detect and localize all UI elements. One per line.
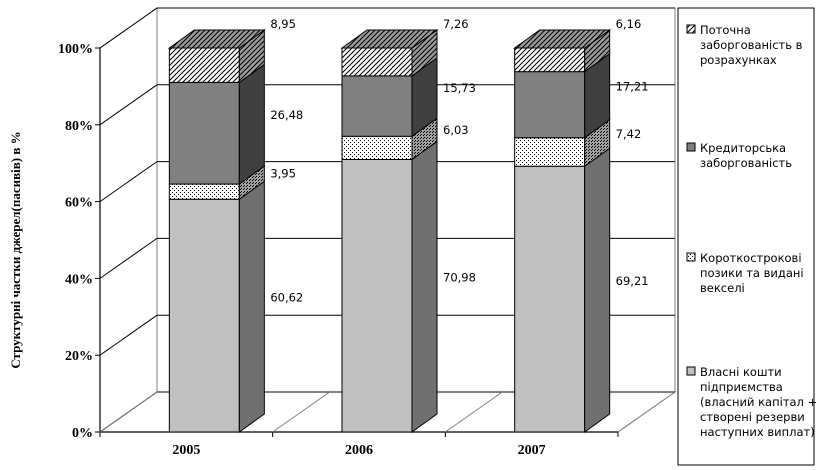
legend-swatch — [686, 366, 696, 376]
bar-segment — [168, 183, 240, 200]
legend-label: заборгованість в — [700, 38, 803, 52]
data-label: 17,21 — [616, 80, 649, 94]
data-label: 60,62 — [270, 291, 303, 305]
bar-segment — [514, 165, 586, 433]
y-tick-label: 80% — [65, 119, 93, 134]
floor-divider — [99, 391, 158, 433]
y-tick-label: 0% — [72, 426, 93, 441]
legend-swatch — [686, 142, 696, 152]
side-wall — [99, 7, 158, 433]
bar-segment — [168, 47, 240, 83]
legend-box — [677, 7, 815, 466]
floor-divider — [617, 391, 676, 433]
y-axis-label: Структурні частки джерел(пасивів) в % — [8, 131, 23, 368]
data-label: 6,03 — [443, 123, 469, 137]
legend-swatch — [686, 24, 696, 34]
bar-segment — [168, 81, 240, 185]
legend-label: розрахунках — [700, 53, 777, 67]
data-label: 69,21 — [616, 274, 649, 288]
data-label: 15,73 — [443, 81, 476, 95]
gridline-side — [99, 161, 158, 203]
bar-segment-side — [411, 140, 438, 433]
legend-label: підприємства — [700, 380, 783, 394]
floor-divider — [445, 391, 503, 433]
y-tick-label: 100% — [58, 42, 93, 57]
gridline-side — [99, 314, 158, 356]
bar-top — [340, 29, 439, 49]
legend-label: Поточна — [700, 23, 751, 37]
bar-segment — [341, 47, 413, 77]
legend-label: (власний капітал + — [700, 395, 817, 409]
x-tick-label: 2005 — [172, 443, 200, 458]
data-label: 7,26 — [443, 17, 469, 31]
bar-segment — [514, 137, 586, 167]
bar-segment — [514, 71, 586, 139]
bar-segment — [341, 135, 413, 160]
legend-label: Короткострокові — [700, 251, 802, 265]
legend-label: Власні кошти — [700, 365, 782, 379]
x-tick-label: 2007 — [518, 443, 546, 458]
y-tick-label: 40% — [65, 272, 93, 287]
gridline-side — [99, 237, 158, 279]
data-label: 8,95 — [270, 17, 296, 31]
bar-top — [167, 29, 266, 49]
legend-label: позики та видані — [700, 266, 804, 280]
data-label: 26,48 — [270, 108, 303, 122]
data-labels: 60,62 3,95 26,48 8,95 70,98 6,03 15,73 7,26 69,2… — [270, 17, 648, 305]
bar-segment-side — [238, 63, 265, 186]
legend-label: Кредиторська — [700, 141, 786, 155]
legend-swatch — [686, 252, 696, 262]
data-label: 7,42 — [616, 127, 642, 141]
data-label: 6,16 — [616, 17, 642, 31]
legend-label: наступних виплат) — [700, 425, 815, 439]
bar-top — [513, 29, 612, 49]
data-label: 3,95 — [270, 167, 296, 181]
gridline-side — [99, 84, 158, 126]
legend-label: векселі — [700, 281, 745, 295]
floor-divider — [272, 391, 330, 433]
bar-segment — [168, 198, 240, 433]
bar-segment — [514, 47, 586, 73]
bar-segment-side — [584, 147, 611, 433]
bar-segment-side — [238, 180, 265, 433]
y-tick-label: 60% — [65, 196, 93, 211]
data-label: 70,98 — [443, 271, 476, 285]
y-tick-label: 20% — [65, 349, 93, 364]
legend-label: створені резерви — [700, 410, 805, 424]
gridline-side — [99, 7, 158, 49]
bar-segment — [341, 75, 413, 137]
x-tick-label: 2006 — [345, 443, 373, 458]
bar-segment — [341, 158, 413, 433]
bars — [167, 29, 612, 433]
legend-label: заборгованість — [700, 156, 792, 170]
